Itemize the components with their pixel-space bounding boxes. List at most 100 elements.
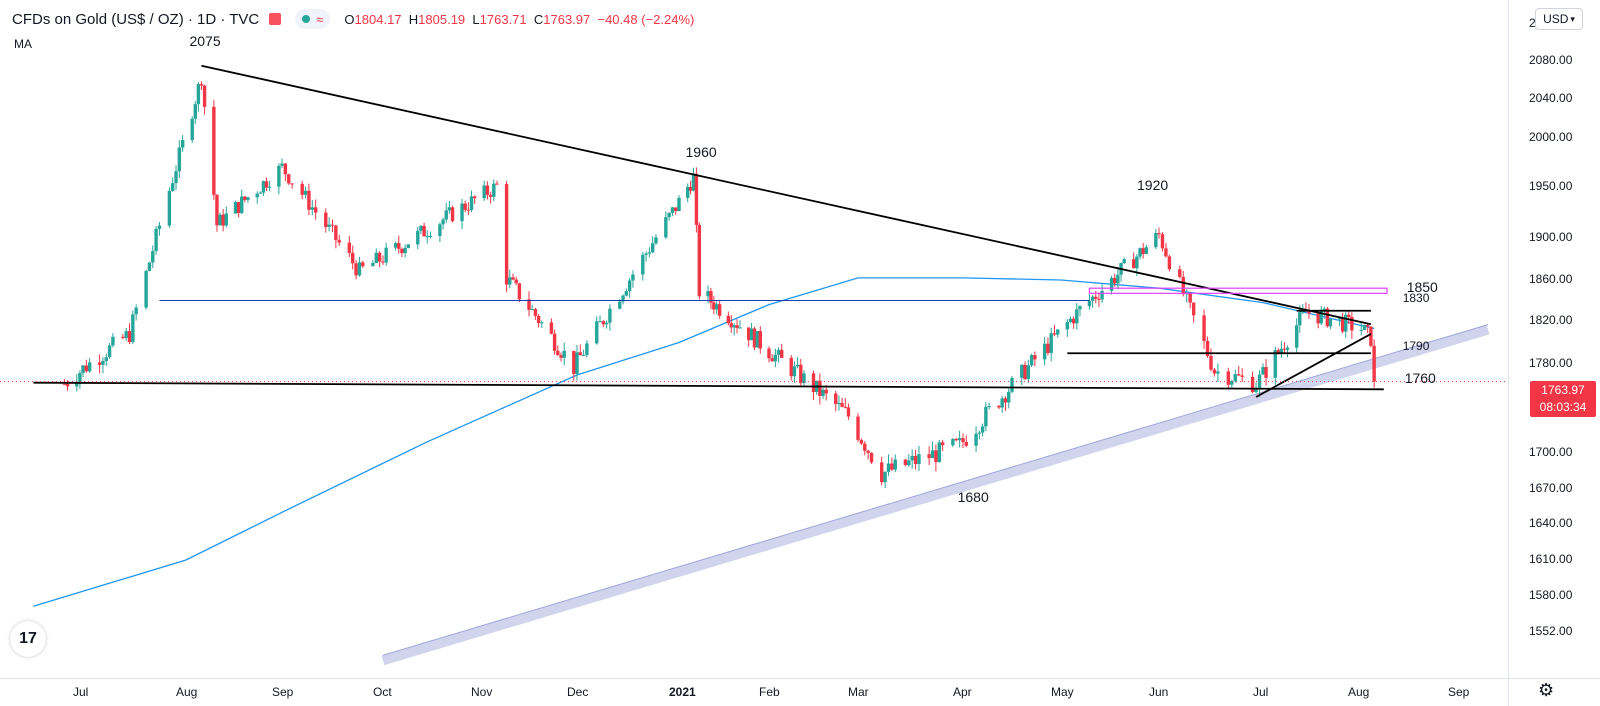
price-chart[interactable] bbox=[0, 0, 1508, 678]
candle-body bbox=[1205, 340, 1210, 357]
candle-body bbox=[488, 194, 493, 197]
price-scale[interactable]: 2100.002080.002040.002000.001950.001900.… bbox=[1508, 0, 1600, 678]
candle-body bbox=[1369, 326, 1373, 346]
candle-body bbox=[121, 336, 125, 338]
candle-body bbox=[511, 277, 515, 280]
market-status-pill[interactable]: ≈ bbox=[295, 9, 331, 29]
candle-body bbox=[351, 252, 355, 264]
candle-body bbox=[403, 247, 407, 254]
candle-body bbox=[1020, 364, 1024, 378]
trendline-3 bbox=[33, 381, 1384, 391]
price-tick: 1670.00 bbox=[1529, 481, 1573, 495]
time-tick: Nov bbox=[471, 685, 493, 699]
time-tick: Mar bbox=[848, 685, 869, 699]
candle-body bbox=[1007, 391, 1011, 403]
scale-corner bbox=[1508, 678, 1600, 706]
candle-body bbox=[482, 185, 486, 199]
candle-body bbox=[517, 283, 522, 300]
price-annotation-1760: 1760 bbox=[1404, 370, 1436, 386]
candle-body bbox=[1254, 388, 1258, 393]
candle-body bbox=[664, 217, 668, 238]
candle-body bbox=[780, 349, 784, 358]
candle-body bbox=[621, 295, 625, 302]
candle-body bbox=[934, 450, 938, 463]
candle-body bbox=[1372, 345, 1376, 382]
candle-body bbox=[202, 85, 207, 107]
candle-body bbox=[62, 383, 67, 385]
candle-body bbox=[1167, 256, 1172, 270]
candle-body bbox=[1052, 333, 1057, 335]
resistance-zone bbox=[1088, 287, 1388, 294]
candle-body bbox=[869, 452, 874, 463]
candle-body bbox=[1135, 256, 1139, 269]
candle-body bbox=[601, 321, 606, 325]
ma-indicator-label[interactable]: MA bbox=[14, 37, 32, 51]
candle-body bbox=[438, 224, 442, 236]
close-label: C bbox=[533, 11, 544, 27]
candle-body bbox=[171, 183, 175, 191]
candle-body bbox=[749, 328, 754, 341]
candle-body bbox=[290, 183, 294, 185]
candle-body bbox=[585, 343, 589, 355]
candle-body bbox=[1365, 324, 1370, 327]
support-channel-band bbox=[381, 324, 1490, 666]
candle-body bbox=[1282, 348, 1287, 350]
candle-body bbox=[818, 380, 822, 396]
candle-body bbox=[303, 190, 308, 195]
time-tick: Jul bbox=[73, 685, 89, 699]
candle-body bbox=[277, 165, 281, 187]
candle-body bbox=[1010, 377, 1014, 392]
flag-icon[interactable] bbox=[269, 13, 282, 25]
candle-body bbox=[134, 307, 138, 315]
candle-body bbox=[641, 254, 645, 275]
price-annotation-1960: 1960 bbox=[685, 144, 717, 161]
chart-area[interactable]: CFDs on Gold (US$ / OZ) · 1D · TVC ≈ O18… bbox=[0, 0, 1508, 678]
candle-body bbox=[1164, 248, 1168, 257]
candle-body bbox=[1144, 247, 1149, 254]
candle-body bbox=[821, 389, 825, 396]
candle-body bbox=[837, 402, 841, 405]
candle-body bbox=[357, 262, 362, 276]
candle-body bbox=[799, 364, 803, 384]
candle-body bbox=[859, 439, 864, 444]
candle-body bbox=[667, 212, 671, 218]
candle-body bbox=[384, 247, 388, 263]
currency-selector[interactable]: USD ▾ bbox=[1535, 8, 1583, 30]
candle-body bbox=[111, 336, 115, 346]
candle-body bbox=[1295, 325, 1299, 348]
candle-body bbox=[84, 365, 89, 372]
candle-body bbox=[151, 251, 155, 263]
candle-body bbox=[1029, 355, 1034, 366]
candle-body bbox=[1046, 343, 1050, 353]
candle-body bbox=[1325, 308, 1330, 327]
price-tick: 1820.00 bbox=[1529, 313, 1573, 327]
time-tick: Aug bbox=[176, 685, 198, 699]
time-scale[interactable]: Jul Aug Sep Oct Nov Dec 2021 Feb Mar Apr May Jun Jul… bbox=[0, 678, 1508, 706]
candle-body bbox=[261, 181, 266, 193]
candle-body bbox=[1157, 232, 1161, 235]
candle-body bbox=[647, 252, 652, 254]
candle-body bbox=[572, 350, 576, 374]
candle-body bbox=[287, 174, 291, 184]
candle-body bbox=[1276, 350, 1281, 353]
candle-body bbox=[1298, 312, 1302, 326]
candle-body bbox=[997, 405, 1001, 408]
candle-body bbox=[627, 280, 632, 292]
candle-body bbox=[215, 194, 219, 226]
candle-body bbox=[792, 366, 797, 377]
wave-icon: ≈ bbox=[316, 11, 324, 27]
candle-body bbox=[310, 207, 314, 210]
candle-body bbox=[224, 213, 228, 226]
symbol-title[interactable]: CFDs on Gold (US$ / OZ) · 1D · TVC bbox=[12, 10, 260, 28]
candle-body bbox=[961, 438, 965, 442]
candle-body bbox=[595, 321, 599, 344]
candle-body bbox=[650, 243, 655, 253]
candle-body bbox=[1154, 232, 1158, 248]
candle-body bbox=[1188, 293, 1192, 303]
candle-body bbox=[371, 262, 375, 267]
tradingview-logo-icon[interactable]: 17 bbox=[10, 621, 46, 657]
gear-icon[interactable]: ⚙ bbox=[1538, 680, 1555, 700]
candle-body bbox=[514, 279, 518, 284]
candle-body bbox=[940, 442, 945, 446]
candle-body bbox=[1350, 316, 1354, 331]
